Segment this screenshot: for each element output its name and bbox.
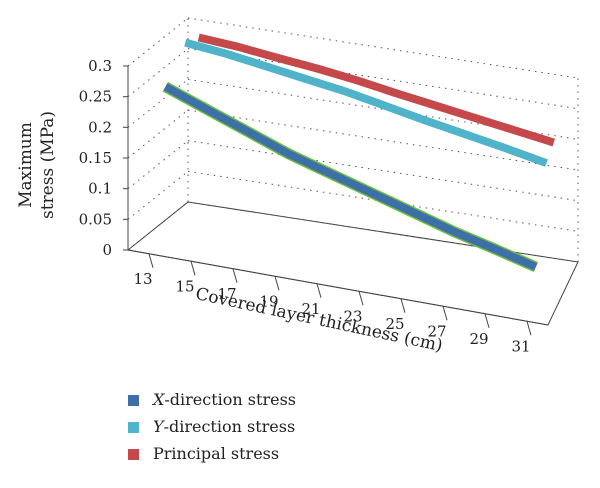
x-tick: [442, 306, 448, 321]
x-tick: [358, 291, 364, 306]
back-gridline: [187, 170, 579, 232]
series-layer: [162, 33, 555, 273]
y-axis-title-line-1: Maximum: [16, 122, 36, 208]
x-tick: [148, 253, 154, 268]
series-line: [184, 38, 548, 167]
y-axis: 0 0.05 0.1 0.15 0.2 0.25 0.3: [79, 57, 129, 259]
legend-label-axis-letter: X: [151, 390, 165, 409]
x-axis-line: [127, 249, 549, 326]
legend-label-rest: -direction stress: [164, 390, 296, 409]
back-gridline: [187, 78, 579, 140]
side-gridline: [127, 170, 189, 220]
x-tick: [232, 268, 238, 283]
x-tick: [484, 313, 490, 328]
x-tick-label: 21: [301, 300, 320, 318]
x-axis: 13 15 17 19 21 23 25 27 29 31: [127, 249, 549, 355]
x-tick: [274, 276, 280, 291]
legend-label: X-direction stress: [151, 390, 296, 409]
legend-label: Principal stress: [153, 444, 279, 463]
legend-swatch: [128, 449, 139, 460]
x-tick-label: 15: [175, 277, 194, 295]
y-tick-label: 0.2: [88, 118, 112, 136]
series-line: [197, 33, 555, 147]
x-tick: [400, 298, 406, 313]
axis-titles: Maximum stress (MPa) Covered layer thick…: [16, 111, 444, 356]
x-tick-label: 31: [511, 337, 530, 355]
legend-label-rest: -direction stress: [164, 417, 296, 436]
y-axis-title-line-2: stress (MPa): [38, 111, 58, 219]
back-gridline: [187, 17, 579, 79]
y-tick-label: 0.25: [79, 88, 112, 106]
back-wall-grid: [127, 17, 579, 263]
x-tick-label: 29: [469, 330, 488, 348]
back-gridline: [187, 109, 579, 171]
legend-label: Y-direction stress: [153, 417, 295, 436]
side-gridline: [127, 109, 189, 159]
x-tick: [316, 283, 322, 298]
x-tick-label: 17: [217, 285, 236, 303]
y-tick-label: 0.1: [88, 180, 112, 198]
x-tick: [526, 321, 532, 336]
y-tick-label: 0.05: [79, 210, 112, 228]
legend-swatch: [128, 395, 139, 406]
back-gridline: [187, 140, 579, 202]
side-gridline: [127, 78, 189, 128]
side-gridline: [127, 140, 189, 190]
y-tick-label: 0.15: [79, 149, 112, 167]
x-tick-label: 27: [427, 322, 446, 340]
side-gridline: [127, 17, 189, 67]
legend-label-axis-letter: Y: [153, 417, 165, 436]
y-tick-label: 0: [102, 241, 112, 259]
x-tick-label: 25: [385, 315, 404, 333]
x-tick-label: 23: [343, 307, 362, 325]
series-line: [163, 83, 538, 271]
x-axis-title: Covered layer thickness (cm): [194, 284, 445, 356]
legend-swatch: [128, 422, 139, 433]
y-tick-label: 0.3: [88, 57, 112, 75]
x-tick-label: 19: [259, 292, 278, 310]
x-tick-label: 13: [133, 270, 152, 288]
x-tick: [190, 261, 196, 276]
